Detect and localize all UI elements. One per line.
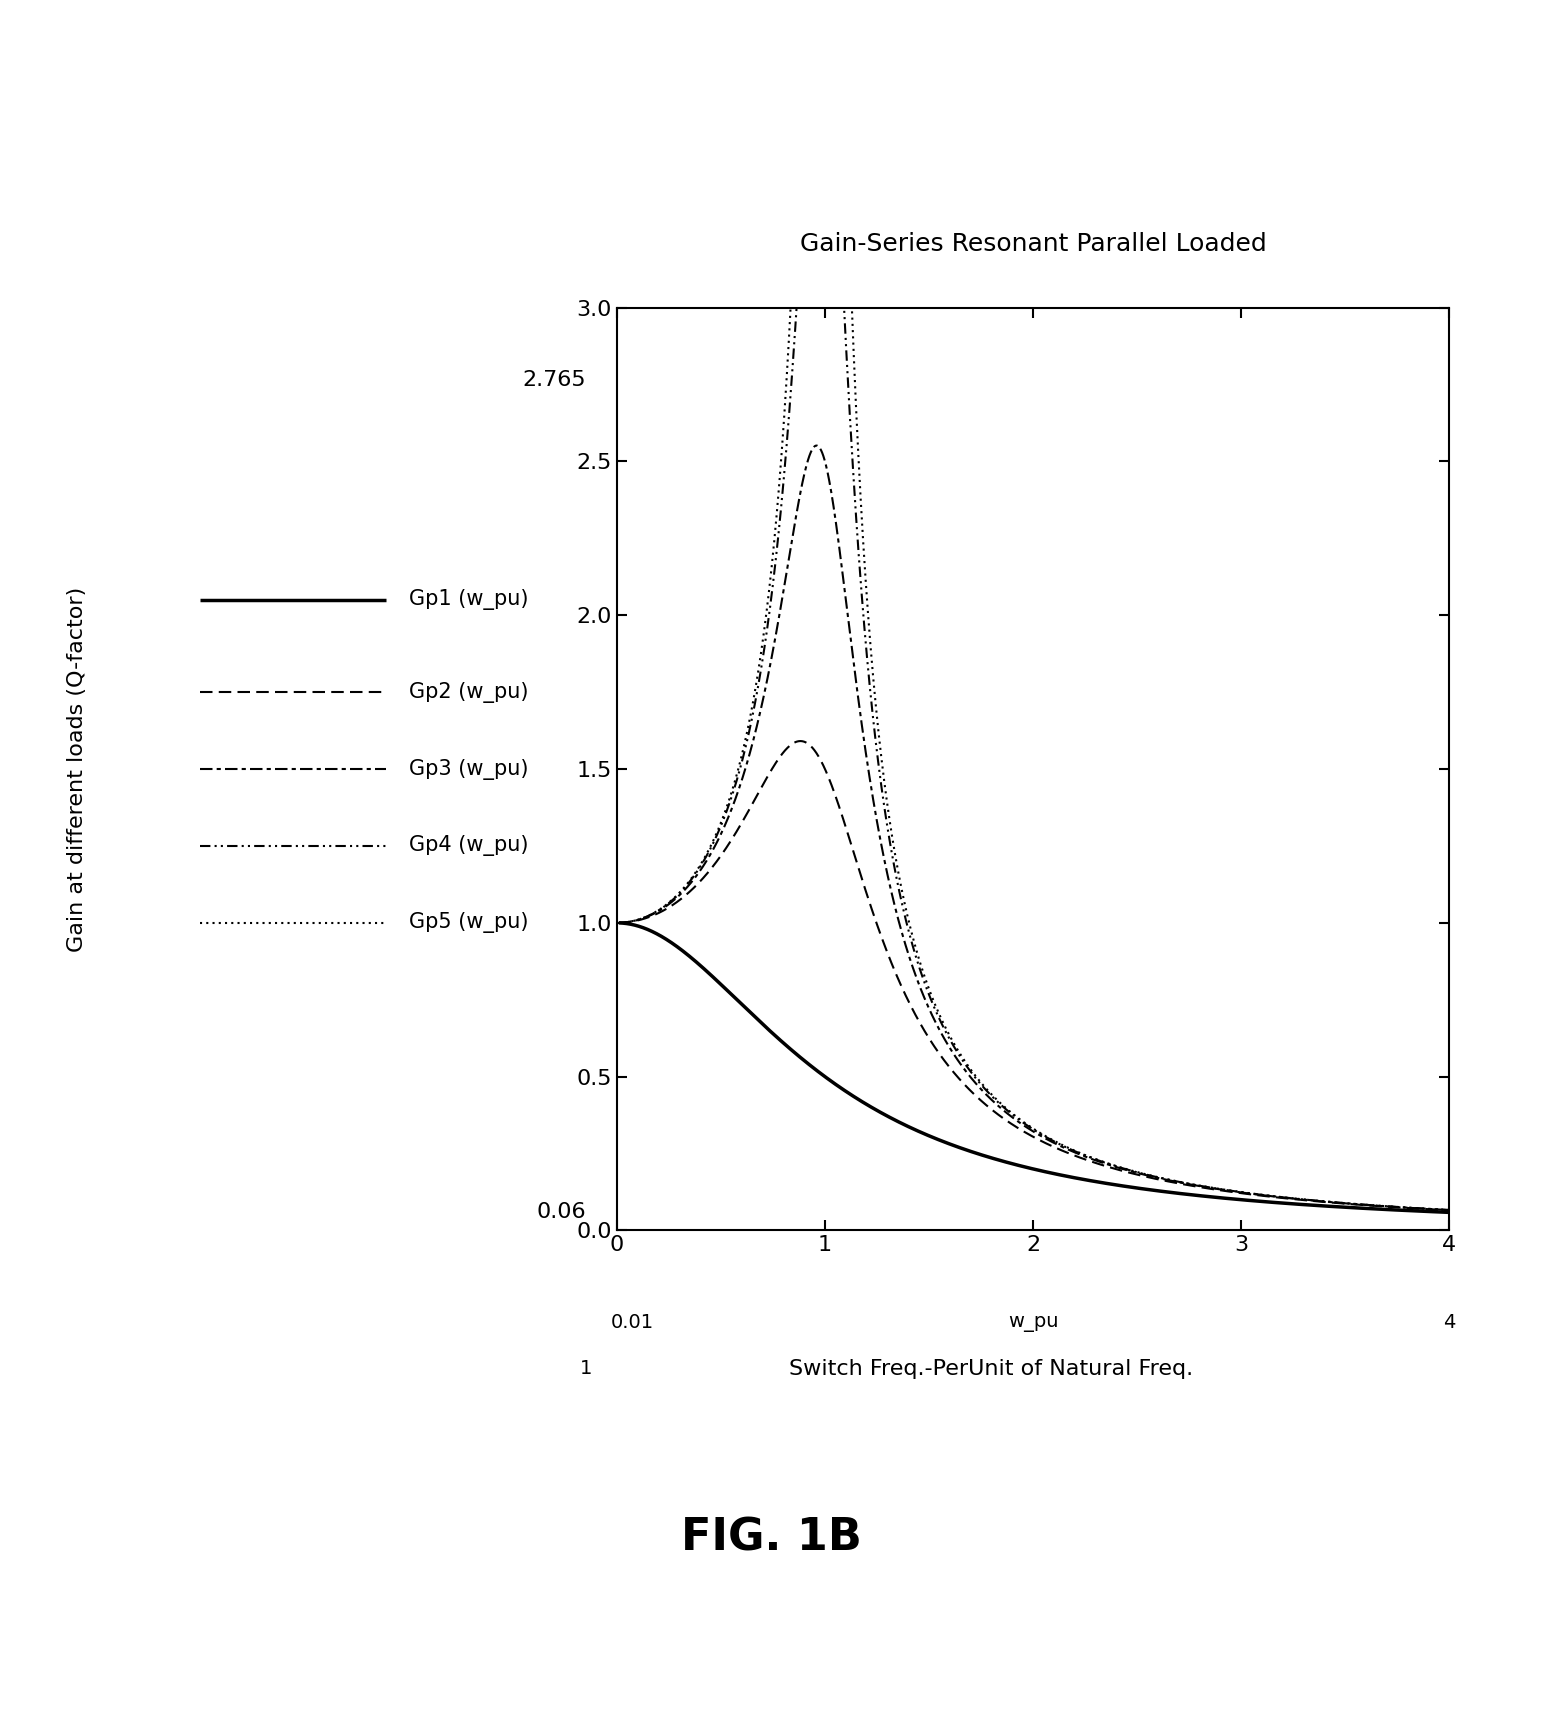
Text: 1: 1 bbox=[580, 1359, 592, 1377]
Text: Switch Freq.-PerUnit of Natural Freq.: Switch Freq.-PerUnit of Natural Freq. bbox=[790, 1359, 1194, 1379]
Text: w_pu: w_pu bbox=[1008, 1313, 1058, 1331]
Text: 4: 4 bbox=[1443, 1313, 1456, 1331]
Text: Gp1 (w_pu): Gp1 (w_pu) bbox=[409, 590, 527, 610]
Text: Gp5 (w_pu): Gp5 (w_pu) bbox=[409, 913, 527, 933]
Text: Gp3 (w_pu): Gp3 (w_pu) bbox=[409, 759, 527, 779]
Text: FIG. 1B: FIG. 1B bbox=[680, 1516, 862, 1560]
Text: 0.06: 0.06 bbox=[537, 1201, 586, 1222]
Text: Gain-Series Resonant Parallel Loaded: Gain-Series Resonant Parallel Loaded bbox=[800, 232, 1266, 256]
Text: Gp2 (w_pu): Gp2 (w_pu) bbox=[409, 682, 527, 702]
Text: 0.01: 0.01 bbox=[611, 1313, 654, 1331]
Text: Gp4 (w_pu): Gp4 (w_pu) bbox=[409, 836, 527, 856]
Text: 2.765: 2.765 bbox=[523, 369, 586, 390]
Text: Gain at different loads (Q-factor): Gain at different loads (Q-factor) bbox=[68, 586, 86, 952]
